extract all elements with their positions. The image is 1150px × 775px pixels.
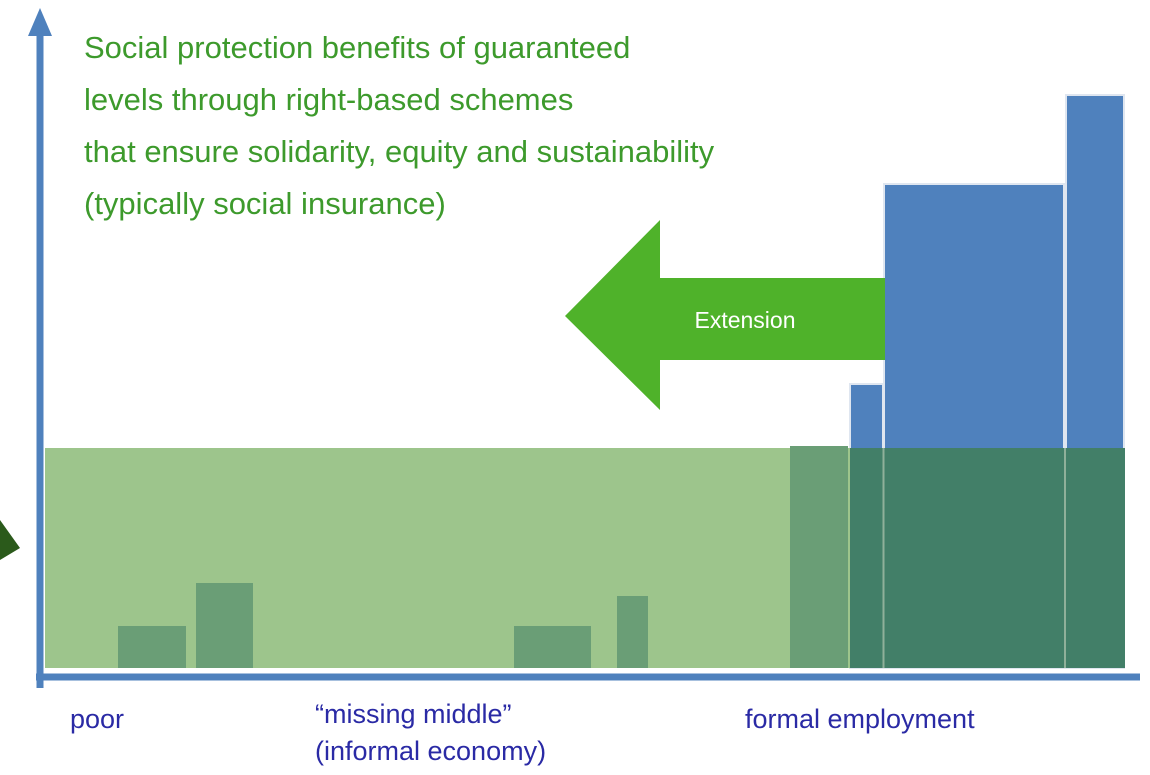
small-bar [790, 446, 848, 668]
x-label: “missing middle” [315, 699, 512, 729]
floor-overlap [850, 448, 1125, 668]
title-line: Social protection benefits of guaranteed [84, 30, 630, 65]
small-bar [617, 596, 648, 668]
small-bar [514, 626, 591, 668]
x-label: formal employment [745, 704, 975, 734]
title-line: that ensure solidarity, equity and susta… [84, 134, 715, 169]
small-bar [196, 583, 253, 668]
x-label: poor [70, 704, 124, 734]
title-line: levels through right-based schemes [84, 82, 573, 117]
extension-arrow [565, 220, 885, 410]
arrow-label: Extension [694, 307, 795, 333]
small-bar [118, 626, 186, 668]
edge-shape [0, 520, 20, 560]
title-line: (typically social insurance) [84, 186, 446, 221]
x-label: (informal economy) [315, 736, 546, 766]
y-axis-arrow [28, 8, 52, 36]
